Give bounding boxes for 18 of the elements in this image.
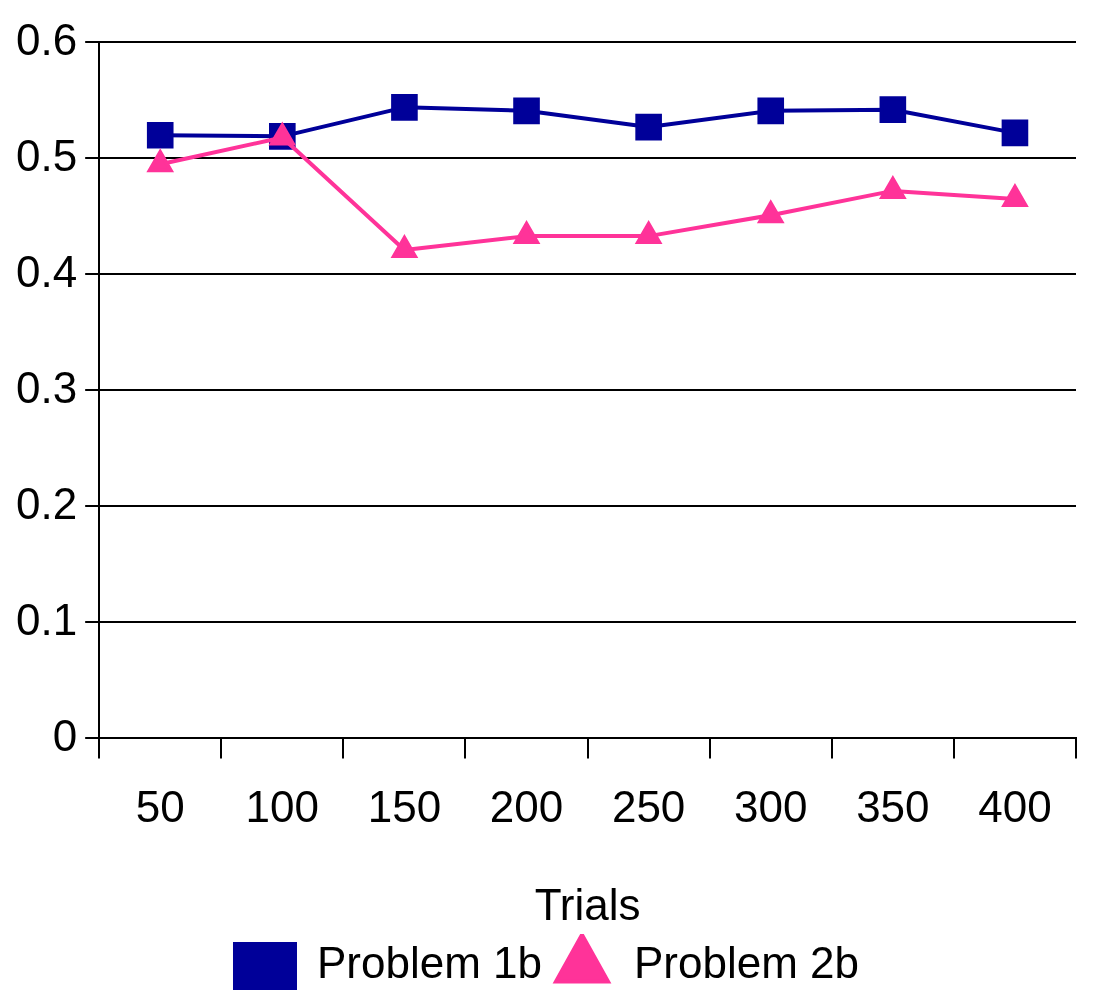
- x-tick-label: 400: [978, 781, 1052, 831]
- x-tick-label: 150: [367, 781, 442, 831]
- y-tick-label: 0.2: [15, 478, 78, 528]
- x-tick-label: 350: [856, 781, 930, 831]
- legend-label: Problem 2b: [634, 938, 860, 988]
- y-tick-label: 0.1: [15, 594, 78, 644]
- y-tick-label: 0: [52, 710, 78, 760]
- y-tick-label: 0.6: [15, 14, 78, 64]
- x-tick-label: 200: [489, 781, 564, 831]
- y-tick-label: 0.3: [15, 362, 78, 412]
- x-tick-label: 250: [611, 781, 686, 831]
- x-axis-title: Trials: [534, 879, 641, 929]
- x-tick-label: 50: [135, 781, 185, 831]
- x-tick-label: 300: [734, 781, 808, 831]
- x-tick-label: 100: [245, 781, 320, 831]
- legend-label: Problem 1b: [316, 938, 543, 988]
- y-tick-label: 0.4: [15, 246, 78, 296]
- y-tick-label: 0.5: [15, 130, 78, 180]
